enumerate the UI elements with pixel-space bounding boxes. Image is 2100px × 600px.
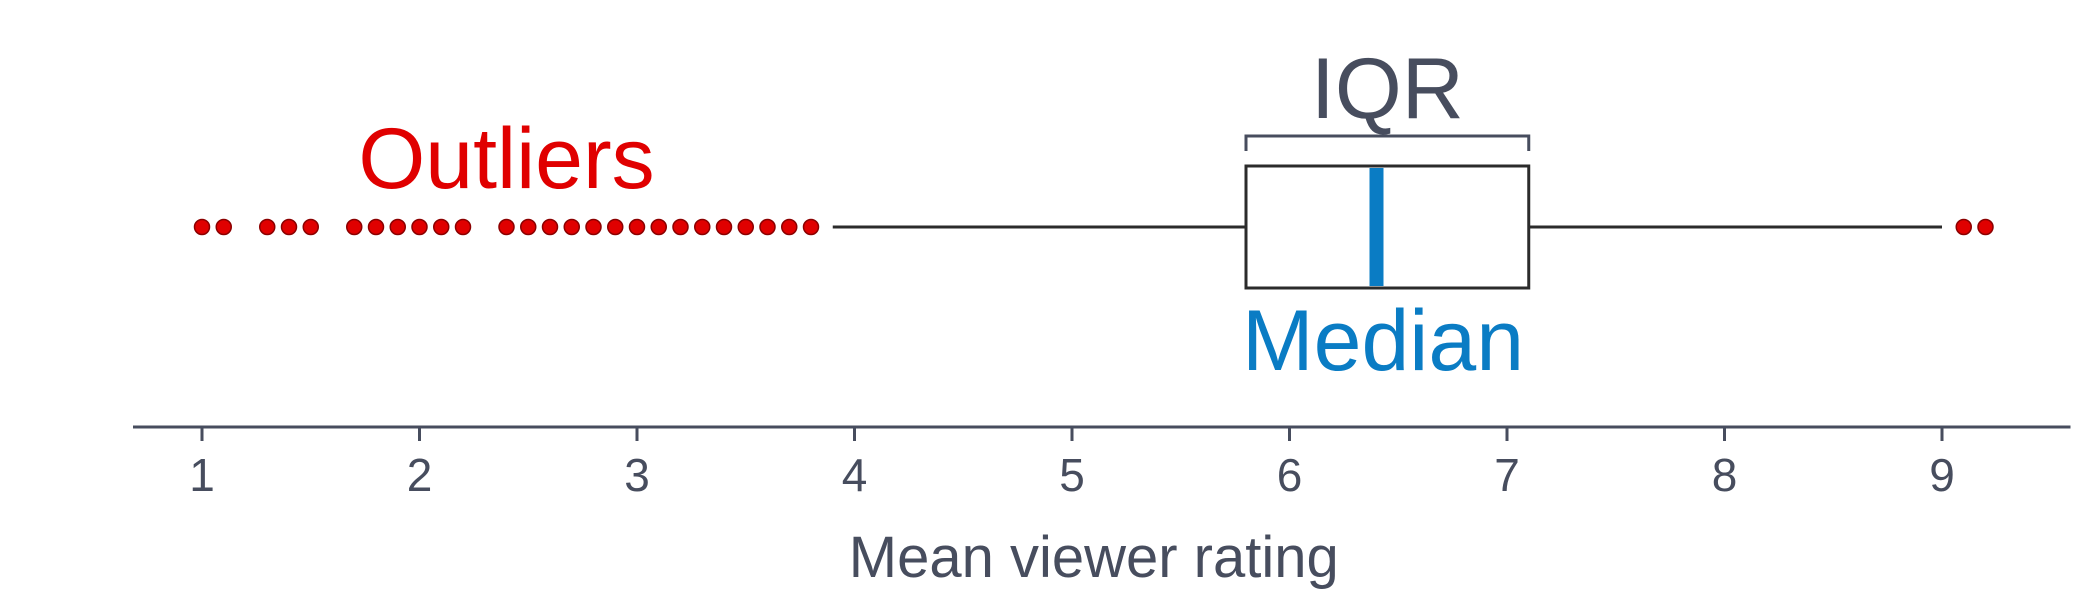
iqr-box	[1244, 164, 1531, 290]
outlier-point	[650, 218, 667, 236]
outlier-point	[520, 218, 537, 236]
outlier-point	[802, 218, 820, 236]
outlier-point	[585, 218, 602, 236]
outlier-point	[302, 218, 319, 236]
outlier-point	[781, 218, 798, 236]
outlier-point	[454, 218, 472, 236]
outlier-points	[193, 218, 1994, 236]
outlier-point	[672, 218, 689, 236]
x-axis-title: Mean viewer rating	[849, 525, 1339, 590]
x-tick-label-6: 6	[1277, 449, 1303, 501]
outlier-point	[715, 218, 733, 236]
x-tick-label-7: 7	[1494, 449, 1520, 501]
outlier-point	[259, 218, 276, 236]
plot-area: Outliers IQR Median	[193, 41, 1994, 389]
x-tick-label-1: 1	[189, 449, 215, 501]
outlier-point	[389, 218, 406, 236]
x-tick-label-3: 3	[624, 449, 650, 501]
outlier-point	[346, 218, 363, 236]
outliers-annotation: Outliers	[358, 111, 654, 207]
x-axis-ticks: 1 2 3 4 5 6 7 8 9	[189, 427, 1955, 501]
outlier-point	[498, 218, 515, 236]
outlier-point	[563, 218, 580, 236]
x-tick-label-2: 2	[407, 449, 433, 501]
x-tick-label-8: 8	[1712, 449, 1738, 501]
iqr-bracket	[1244, 134, 1531, 151]
x-axis: 1 2 3 4 5 6 7 8 9 Mean viewer rating	[133, 425, 2071, 590]
outlier-point	[215, 218, 232, 236]
outlier-point	[607, 218, 624, 236]
x-tick-label-4: 4	[842, 449, 868, 501]
outlier-point	[628, 218, 646, 236]
outlier-point	[694, 218, 711, 236]
outlier-point	[737, 218, 754, 236]
median-annotation: Median	[1242, 293, 1524, 389]
outlier-point	[541, 218, 559, 236]
outlier-point	[1955, 218, 1972, 236]
iqr-annotation: IQR	[1311, 41, 1464, 137]
x-tick-label-9: 9	[1929, 449, 1955, 501]
outlier-point	[193, 218, 211, 236]
outlier-point	[411, 218, 428, 236]
outlier-point	[759, 218, 776, 236]
outlier-point	[280, 218, 298, 236]
outlier-point	[433, 218, 450, 236]
x-tick-label-5: 5	[1059, 449, 1085, 501]
outlier-point	[1977, 218, 1994, 236]
outlier-point	[367, 218, 385, 236]
